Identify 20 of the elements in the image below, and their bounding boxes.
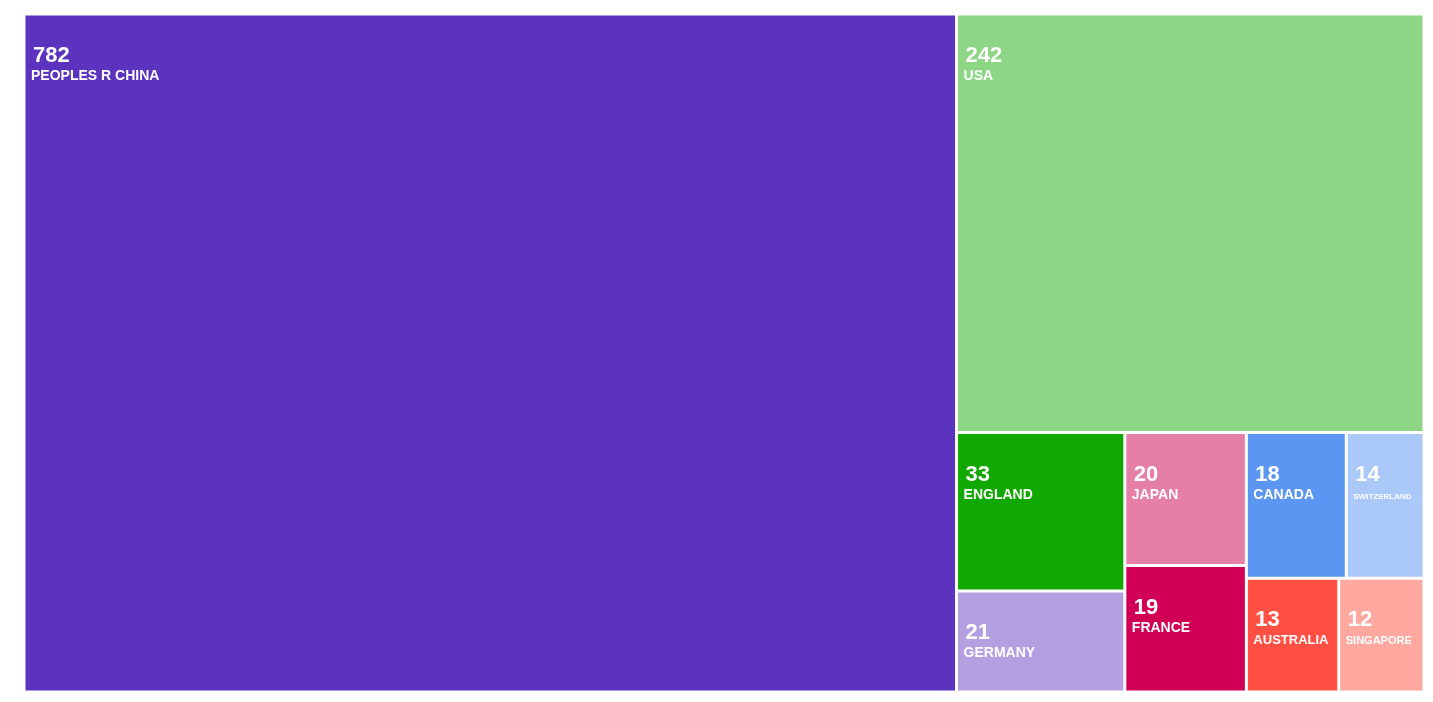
data-label: 13 [1255, 606, 1280, 632]
data-label: 21 [965, 619, 991, 645]
data-label: 18 [1255, 460, 1280, 486]
category-label: PEOPLES R CHINA [31, 67, 160, 83]
category-label: GERMANY [963, 644, 1036, 661]
category-label: AUSTRALIA [1253, 632, 1330, 648]
category-label: SINGAPORE [1345, 634, 1412, 647]
category-label: CANADA [1253, 485, 1315, 502]
category-label: ENGLAND [963, 485, 1033, 502]
data-label: 12 [1347, 606, 1373, 632]
category-label: JAPAN [1131, 485, 1179, 502]
data-label: 14 [1355, 460, 1381, 486]
category-label: FRANCE [1131, 618, 1191, 635]
data-label: 20 [1133, 460, 1159, 486]
data-label: 242 [965, 42, 1003, 67]
category-label: SWITZERLAND [1353, 491, 1412, 501]
data-label: 33 [965, 460, 991, 486]
category-label: USA [963, 67, 994, 83]
data-label: 782 [33, 42, 70, 67]
data-label: 19 [1133, 593, 1159, 619]
